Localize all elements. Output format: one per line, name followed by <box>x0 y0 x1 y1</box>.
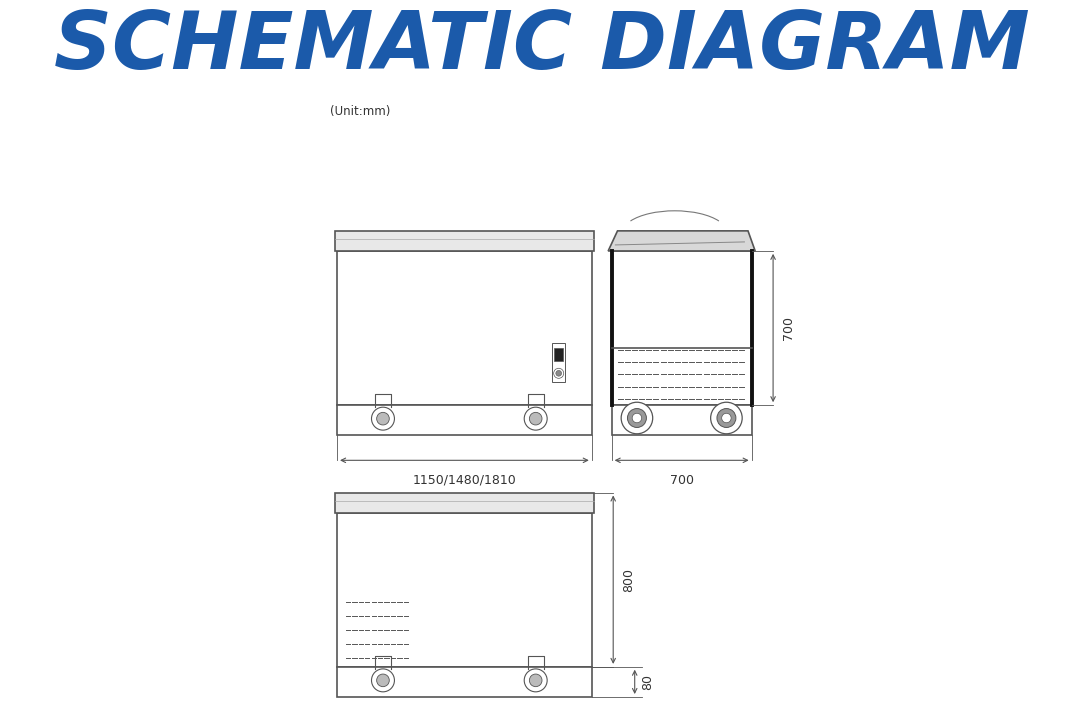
Circle shape <box>717 409 735 427</box>
Circle shape <box>524 669 547 692</box>
Bar <box>335 231 593 251</box>
Circle shape <box>371 669 394 692</box>
Bar <box>337 251 591 405</box>
Circle shape <box>632 413 641 423</box>
Circle shape <box>627 409 647 427</box>
Bar <box>337 513 591 667</box>
Text: (Unit:mm): (Unit:mm) <box>330 105 390 118</box>
Polygon shape <box>609 231 755 251</box>
Bar <box>612 251 752 405</box>
Text: SCHEMATIC DIAGRAM: SCHEMATIC DIAGRAM <box>54 8 1029 85</box>
Bar <box>552 343 565 382</box>
Bar <box>335 493 593 513</box>
Circle shape <box>622 402 653 434</box>
Circle shape <box>710 402 742 434</box>
Circle shape <box>377 674 389 687</box>
Bar <box>612 405 752 435</box>
Text: 700: 700 <box>782 316 795 340</box>
Circle shape <box>556 371 562 376</box>
Text: 80: 80 <box>641 674 654 690</box>
Bar <box>337 405 591 435</box>
Circle shape <box>377 412 389 425</box>
Circle shape <box>553 369 564 379</box>
Bar <box>554 348 563 361</box>
Text: 1150/1480/1810: 1150/1480/1810 <box>413 474 517 487</box>
Bar <box>337 667 591 697</box>
Circle shape <box>530 412 542 425</box>
Circle shape <box>721 413 731 423</box>
Text: 800: 800 <box>623 568 636 592</box>
Circle shape <box>530 674 542 687</box>
Text: 700: 700 <box>669 474 694 487</box>
Circle shape <box>524 407 547 430</box>
Circle shape <box>371 407 394 430</box>
